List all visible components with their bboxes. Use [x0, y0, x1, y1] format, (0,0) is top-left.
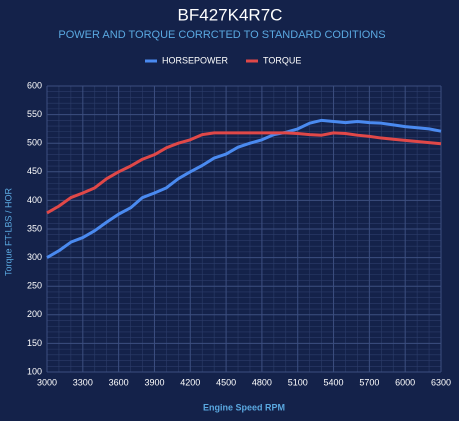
x-tick-label: 3000	[37, 377, 57, 387]
legend-label: TORQUE	[263, 55, 301, 65]
y-tick-label: 500	[27, 138, 42, 148]
chart-title: BF427K4R7C	[178, 5, 283, 24]
y-tick-label: 300	[27, 252, 42, 262]
x-axis-label: Engine Speed RPM	[203, 402, 285, 412]
y-axis-label: Torque FT-LBS / HOR	[3, 187, 13, 276]
x-tick-label: 5700	[359, 377, 379, 387]
line-series	[46, 131, 442, 215]
y-tick-label: 150	[27, 338, 42, 348]
x-tick-label: 4200	[180, 377, 200, 387]
x-tick-label: 3300	[73, 377, 93, 387]
y-tick-label: 550	[27, 109, 42, 119]
y-tick-label: 250	[27, 281, 42, 291]
y-tick-label: 100	[27, 366, 42, 376]
y-tick-label: 400	[27, 195, 42, 205]
x-tick-label: 5100	[288, 377, 308, 387]
y-tick-label: 350	[27, 223, 42, 233]
y-tick-label: 450	[27, 166, 42, 176]
y-tick-label: 600	[27, 80, 42, 90]
x-tick-label: 3900	[144, 377, 164, 387]
x-tick-label: 4500	[216, 377, 236, 387]
x-tick-label: 6000	[395, 377, 415, 387]
chart-subtitle: POWER AND TORQUE CORRCTED TO STANDARD CO…	[58, 29, 385, 41]
line-series	[46, 118, 442, 259]
legend-label: HORSEPOWER	[162, 55, 229, 65]
x-tick-label: 4800	[252, 377, 272, 387]
y-tick-label: 200	[27, 309, 42, 319]
x-tick-label: 3600	[109, 377, 129, 387]
x-tick-label: 5400	[324, 377, 344, 387]
x-tick-label: 6300	[431, 377, 451, 387]
